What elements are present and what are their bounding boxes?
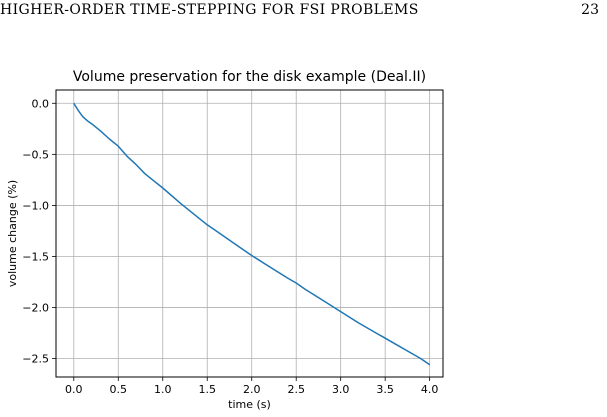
x-tick-label: 3.5 [376, 383, 394, 396]
y-tick-label: −0.5 [22, 148, 49, 161]
x-axis-label: time (s) [228, 398, 271, 411]
page-header: HIGHER-ORDER TIME-STEPPING FOR FSI PROBL… [0, 0, 607, 30]
y-tick-label: −2.5 [22, 353, 49, 366]
page-number: 23 [581, 2, 599, 18]
y-tick-label: −1.5 [22, 250, 49, 263]
x-tick-label: 2.0 [243, 383, 261, 396]
x-tick-label: 4.0 [421, 383, 439, 396]
y-tick-label: −2.0 [22, 302, 49, 315]
plot-frame [55, 89, 444, 378]
running-head: HIGHER-ORDER TIME-STEPPING FOR FSI PROBL… [0, 2, 419, 18]
x-tick-label: 1.0 [154, 383, 172, 396]
series-line [73, 102, 431, 366]
x-tick-label: 3.0 [332, 383, 350, 396]
y-axis-label: volume change (%) [6, 180, 19, 287]
axis-ticks: 0.0 0.5 1.0 1.5 2.0 2.5 3.0 3.5 4.0 0.0 −0.5 −1.0 −1… [22, 97, 438, 396]
y-tick-label: 0.0 [32, 97, 50, 110]
x-tick-label: 1.5 [198, 383, 216, 396]
chart-title: Volume preservation for the disk example… [73, 69, 426, 85]
x-tick-label: 2.5 [287, 383, 305, 396]
y-tick-label: −1.0 [22, 199, 49, 212]
x-tick-label: 0.0 [65, 383, 83, 396]
x-tick-label: 0.5 [110, 383, 128, 396]
plot-data [73, 102, 431, 366]
grid-lines [56, 90, 443, 377]
